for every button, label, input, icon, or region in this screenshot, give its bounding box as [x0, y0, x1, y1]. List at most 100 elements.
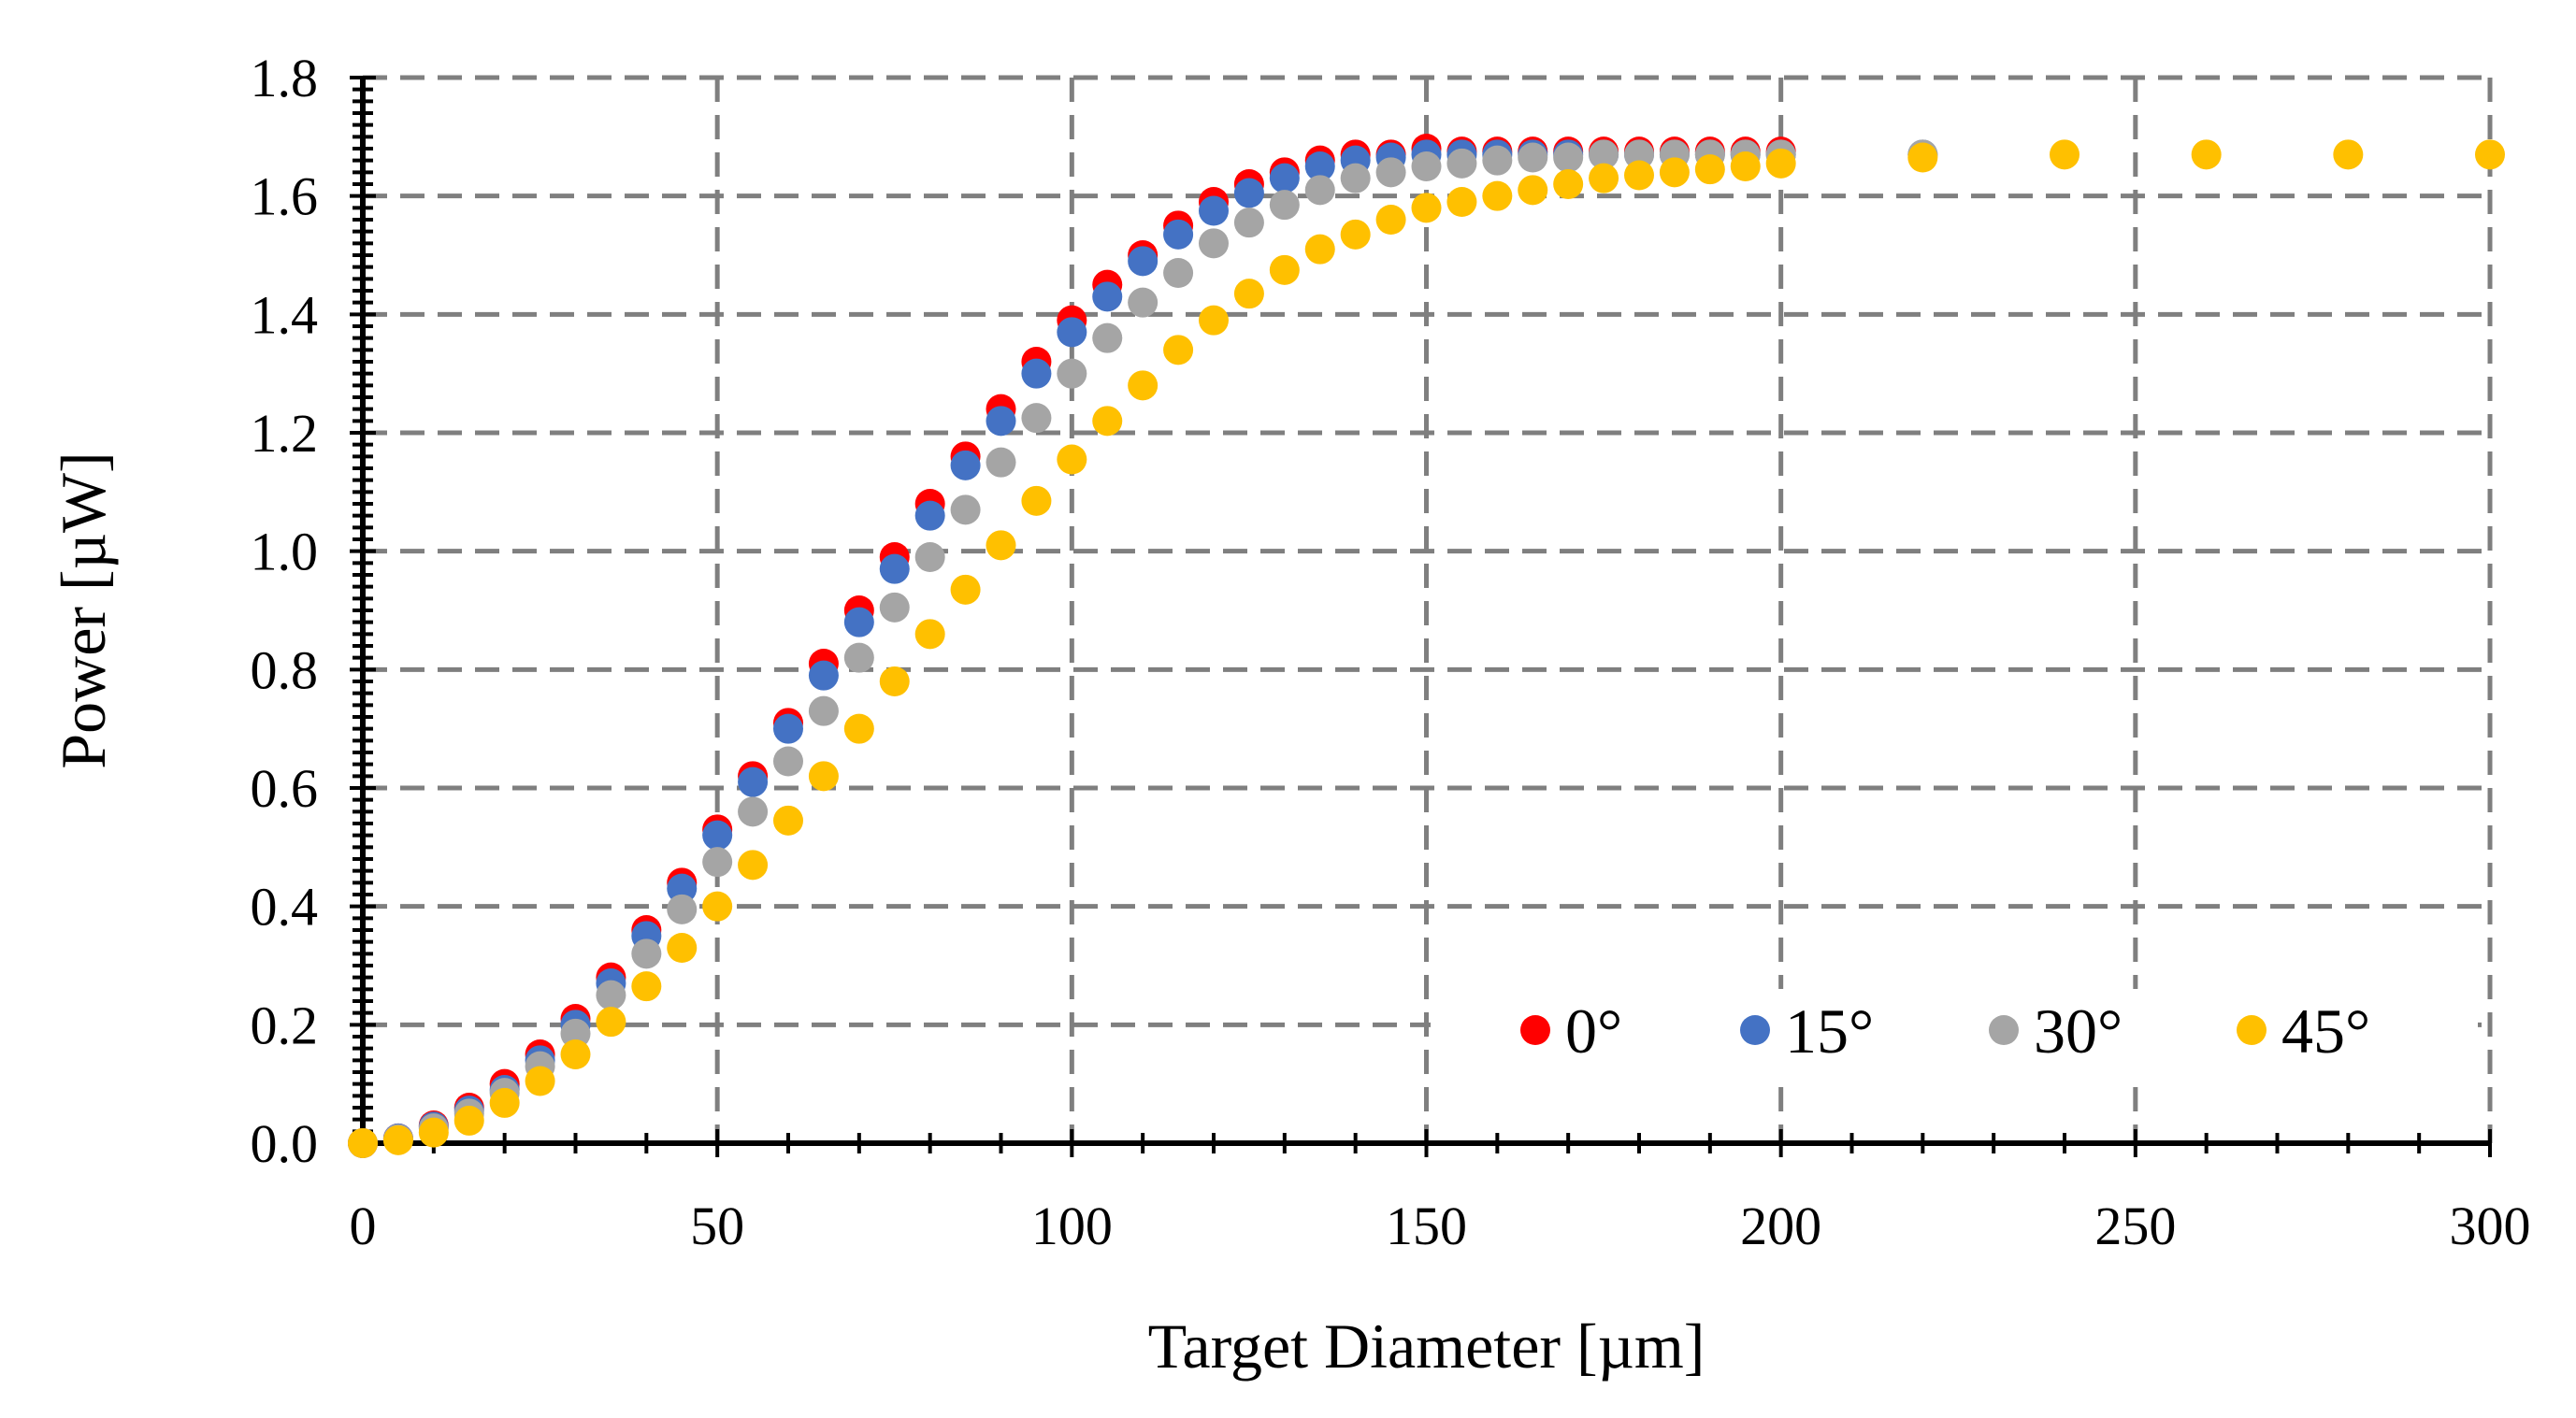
- data-point: [1233, 178, 1264, 208]
- y-tick-label: 0.0: [251, 1113, 319, 1174]
- data-point: [986, 530, 1016, 561]
- legend-background: [1431, 989, 2478, 1082]
- data-point: [1304, 175, 1335, 206]
- data-point: [1730, 151, 1761, 181]
- data-point: [843, 713, 874, 744]
- data-point: [1375, 205, 1406, 235]
- data-point: [1092, 281, 1123, 312]
- data-point: [1092, 406, 1123, 437]
- data-point: [808, 761, 839, 792]
- data-point: [1518, 175, 1548, 206]
- legend: 0° 15° 30° 45°: [1431, 989, 2478, 1082]
- data-point: [2475, 139, 2505, 170]
- data-point: [525, 1066, 555, 1096]
- x-tick-label: 50: [690, 1196, 744, 1256]
- data-point: [986, 406, 1016, 437]
- data-point: [773, 805, 803, 836]
- legend-label: 30°: [2034, 995, 2123, 1067]
- data-point: [1021, 358, 1052, 389]
- data-point: [1340, 219, 1371, 250]
- data-point: [560, 1039, 591, 1069]
- data-point: [1128, 370, 1158, 401]
- legend-marker: [1989, 1015, 2019, 1045]
- data-point: [950, 574, 981, 605]
- data-point: [1765, 148, 1796, 179]
- data-point: [914, 619, 945, 650]
- data-point: [1092, 322, 1123, 353]
- y-tick-label: 0.8: [251, 639, 319, 700]
- x-tick-label: 100: [1031, 1196, 1113, 1256]
- data-point: [808, 660, 839, 691]
- data-point: [453, 1105, 484, 1136]
- data-points: [348, 134, 2505, 1158]
- data-point: [879, 553, 910, 584]
- data-point: [702, 820, 733, 851]
- x-tick-label: 250: [2094, 1196, 2176, 1256]
- data-point: [1128, 287, 1158, 318]
- data-point: [1907, 142, 1938, 173]
- data-point: [596, 1007, 626, 1038]
- data-point: [1553, 169, 1584, 199]
- data-point: [808, 695, 839, 726]
- x-tick-label: 0: [350, 1196, 377, 1256]
- data-point: [1021, 485, 1052, 516]
- data-point: [986, 447, 1016, 478]
- data-point: [1624, 139, 1654, 170]
- data-point: [1057, 317, 1087, 348]
- data-point: [1163, 258, 1194, 288]
- data-point: [596, 980, 626, 1010]
- data-point: [1269, 163, 1300, 193]
- data-point: [489, 1087, 520, 1118]
- series-3: [348, 139, 2505, 1158]
- data-point: [667, 933, 698, 963]
- data-point: [1446, 187, 1477, 217]
- data-point: [1233, 208, 1264, 238]
- data-point: [348, 1128, 378, 1158]
- data-point: [631, 938, 662, 969]
- y-tick-label: 0.4: [251, 877, 319, 938]
- data-point: [560, 1018, 591, 1049]
- data-point: [773, 746, 803, 777]
- data-point: [1446, 148, 1477, 179]
- data-point: [1128, 246, 1158, 277]
- data-point: [702, 847, 733, 878]
- grid: [363, 75, 2493, 1143]
- data-point: [1163, 219, 1194, 250]
- data-point: [1199, 305, 1229, 336]
- y-tick-label: 0.6: [251, 758, 319, 819]
- data-point: [879, 666, 910, 696]
- data-point: [1304, 234, 1335, 265]
- data-point: [702, 891, 733, 922]
- data-point: [914, 542, 945, 572]
- y-tick-label: 1.8: [251, 48, 319, 108]
- x-axis-title: Target Diameter [µm]: [1148, 1311, 1705, 1382]
- x-tick-label: 150: [1386, 1196, 1467, 1256]
- data-point: [1340, 163, 1371, 193]
- axes: 0.0 0.2 0.4 0.6 0.8 1.0 1.2 1.4 1.6 1.8 0 50 100 150 2…: [251, 48, 2531, 1256]
- data-point: [1553, 142, 1584, 173]
- data-point: [1304, 151, 1335, 181]
- data-point: [738, 796, 769, 827]
- data-point: [1659, 157, 1690, 188]
- data-point: [667, 894, 698, 924]
- data-point: [1269, 190, 1300, 221]
- data-point: [2333, 139, 2364, 170]
- data-point: [843, 642, 874, 673]
- y-tick-label: 1.2: [251, 403, 319, 464]
- y-tick-label: 1.6: [251, 166, 319, 227]
- data-point: [1411, 151, 1442, 181]
- data-point: [773, 713, 803, 744]
- data-point: [879, 592, 910, 623]
- y-tick-label: 1.4: [251, 284, 319, 345]
- data-point: [631, 971, 662, 1002]
- data-point: [1589, 163, 1619, 193]
- data-point: [1482, 145, 1513, 176]
- y-tick-label: 1.0: [251, 522, 319, 582]
- data-point: [843, 607, 874, 637]
- data-point: [382, 1124, 413, 1155]
- data-point: [1589, 139, 1619, 170]
- data-point: [2191, 139, 2222, 170]
- data-point: [1518, 142, 1548, 173]
- data-point: [1694, 154, 1725, 185]
